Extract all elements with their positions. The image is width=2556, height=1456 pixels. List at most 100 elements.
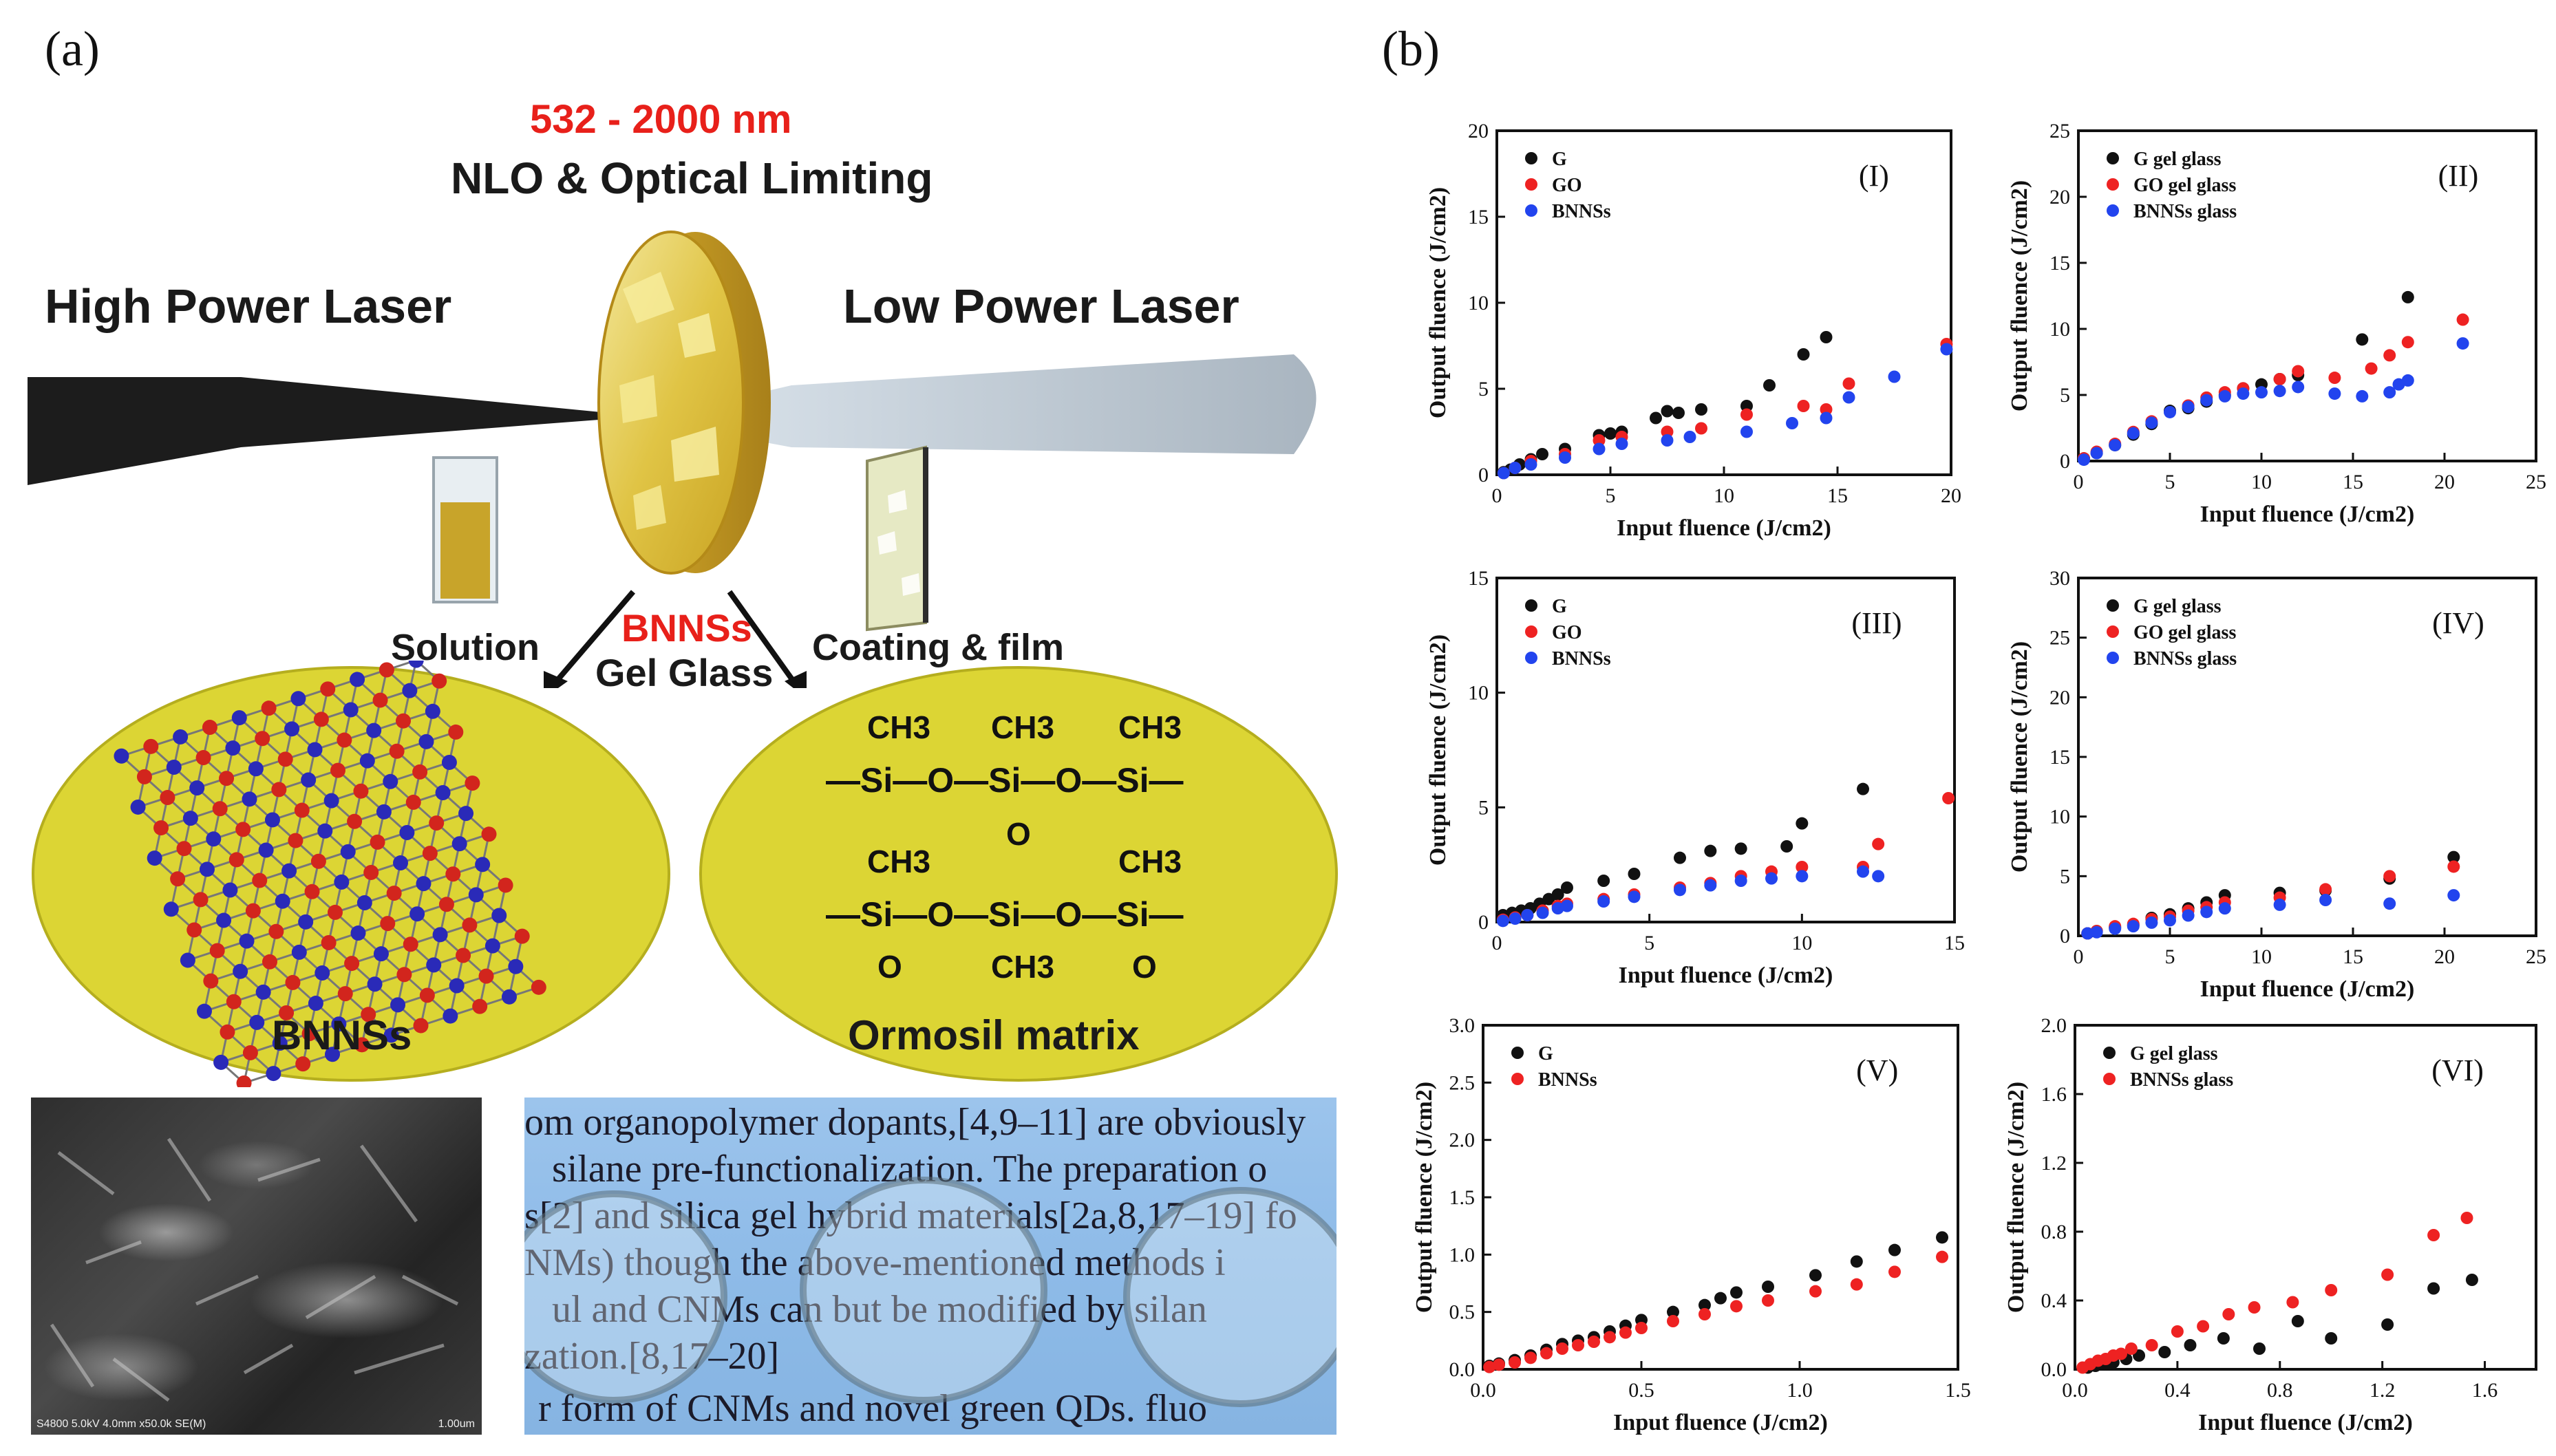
siloxane-chain-1: —Si—O—Si—O—Si—	[826, 761, 1184, 800]
x-tick-label: 20	[2434, 471, 2455, 493]
legend-marker	[2103, 1073, 2116, 1085]
y-axis-label: Output fluence (J/cm2)	[2003, 1082, 2029, 1313]
data-point-red	[1619, 1326, 1632, 1339]
data-point-red	[1524, 1351, 1537, 1364]
y-tick-label: 1.0	[1449, 1243, 1476, 1266]
data-point-red	[1740, 408, 1753, 421]
chart-V: 0.0 0.5 1.0 1.5 0.0 0.5 1.0 1.5 2.0 2.5 3.0 Input f…	[1412, 1014, 1971, 1435]
legend-label: GO gel glass	[2133, 622, 2236, 643]
x-tick-label: 5	[2165, 945, 2175, 968]
x-tick-label: 15	[1944, 932, 1965, 954]
boron-atom	[301, 1026, 317, 1042]
legend-marker	[2107, 178, 2119, 191]
boron-atom	[379, 662, 394, 678]
x-tick-label: 0.0	[2062, 1379, 2088, 1402]
nitrogen-atom	[359, 753, 375, 769]
boron-atom	[262, 954, 277, 970]
data-point-black	[1809, 1269, 1822, 1282]
boron-atom	[403, 936, 418, 952]
nitrogen-atom	[416, 876, 432, 892]
data-point-red	[2427, 1229, 2440, 1241]
data-point-red	[1493, 1358, 1505, 1371]
data-point-black	[2158, 1346, 2171, 1358]
nitrogen-atom	[458, 806, 474, 822]
boron-atom	[136, 769, 152, 784]
data-point-black	[1740, 400, 1753, 412]
y-tick-label: 10	[1468, 292, 1489, 314]
boron-atom	[176, 841, 192, 857]
boron-atom	[255, 731, 270, 747]
data-point-red	[2115, 1347, 2127, 1360]
boron-atom	[321, 934, 337, 950]
ormosil-panel	[699, 666, 1338, 1082]
x-axis-label: Input fluence (J/cm2)	[1613, 1410, 1828, 1435]
y-tick-label: 25	[2049, 627, 2070, 650]
data-point-black	[1936, 1231, 1948, 1244]
boron-atom	[235, 822, 251, 837]
data-point-blue	[2164, 914, 2176, 927]
boron-atom	[209, 943, 225, 959]
plot-frame	[1495, 577, 1956, 923]
boron-atom	[313, 711, 329, 727]
boron-atom	[386, 886, 402, 901]
data-point-black	[1542, 892, 1555, 906]
y-tick-label: 3.0	[1449, 1014, 1476, 1037]
data-point-red	[2325, 1284, 2338, 1296]
data-point-black	[1734, 842, 1747, 855]
nitrogen-atom	[239, 933, 255, 949]
nitrogen-atom	[508, 959, 524, 974]
data-point-red	[2171, 1325, 2184, 1338]
data-point-red	[2328, 372, 2341, 385]
data-point-blue	[2081, 927, 2094, 940]
sem-caption: S4800 5.0kV 4.0mm x50.0k SE(M)	[36, 1418, 206, 1430]
data-point-blue	[2273, 385, 2286, 398]
boron-atom	[514, 928, 530, 944]
data-point-red	[1588, 1336, 1600, 1348]
boron-atom	[412, 764, 428, 780]
nitrogen-atom	[343, 702, 359, 718]
nitrogen-atom	[408, 661, 424, 668]
boron-atom	[193, 892, 209, 908]
data-point-blue	[2237, 387, 2250, 400]
y-tick-label: 15	[1468, 206, 1489, 228]
boron-atom	[396, 713, 412, 729]
nitrogen-atom	[180, 952, 195, 968]
boron-atom	[396, 967, 412, 983]
nitrogen-atom	[130, 799, 146, 815]
y-tick-label: 20	[2049, 686, 2070, 709]
data-point-black	[1820, 331, 1833, 343]
data-point-black	[1704, 844, 1717, 857]
boron-atom	[328, 904, 343, 920]
low-power-label: Low Power Laser	[843, 279, 1239, 333]
nitrogen-atom	[443, 1008, 458, 1024]
boron-atom	[212, 801, 228, 817]
chart-tag: (IV)	[2432, 606, 2484, 640]
nitrogen-atom	[491, 908, 507, 923]
data-point-red	[1667, 1315, 1679, 1327]
nitrogen-atom	[315, 965, 330, 981]
data-point-black	[1667, 1305, 1679, 1318]
data-point-blue	[2127, 920, 2140, 933]
boron-atom	[422, 846, 438, 861]
data-point-blue	[2456, 337, 2469, 350]
y-tick-label: 0.5	[1449, 1301, 1476, 1324]
data-point-blue	[2356, 389, 2369, 403]
y-tick-label: 1.2	[2041, 1152, 2067, 1175]
data-point-blue	[1872, 870, 1885, 883]
boron-atom	[153, 820, 169, 836]
x-tick-label: 0.4	[2164, 1379, 2191, 1402]
chart-II: 0 5 10 15 20 25 0 5 10 15 20 25 Input fluence (J/cm2…	[2007, 120, 2546, 527]
boron-atom	[353, 783, 369, 799]
x-tick-label: 1.6	[2472, 1379, 2498, 1402]
x-tick-label: 25	[2526, 945, 2546, 968]
data-point-red	[2383, 870, 2396, 883]
chart-III: 0 5 10 15 0 5 10 15 Input fluence (J/cm2) Output …	[1425, 567, 1965, 988]
high-power-label: High Power Laser	[45, 279, 452, 333]
x-tick-label: 0	[1492, 484, 1502, 507]
data-point-black	[1763, 379, 1776, 392]
boron-atom	[354, 1037, 370, 1053]
ormosil-structure: CH3 CH3 CH3 —Si—O—Si—O—Si— O CH3 CH3 —Si…	[826, 709, 1184, 985]
low-power-beam	[643, 354, 1317, 454]
boron-atom	[363, 864, 379, 880]
nitrogen-atom	[163, 901, 179, 917]
